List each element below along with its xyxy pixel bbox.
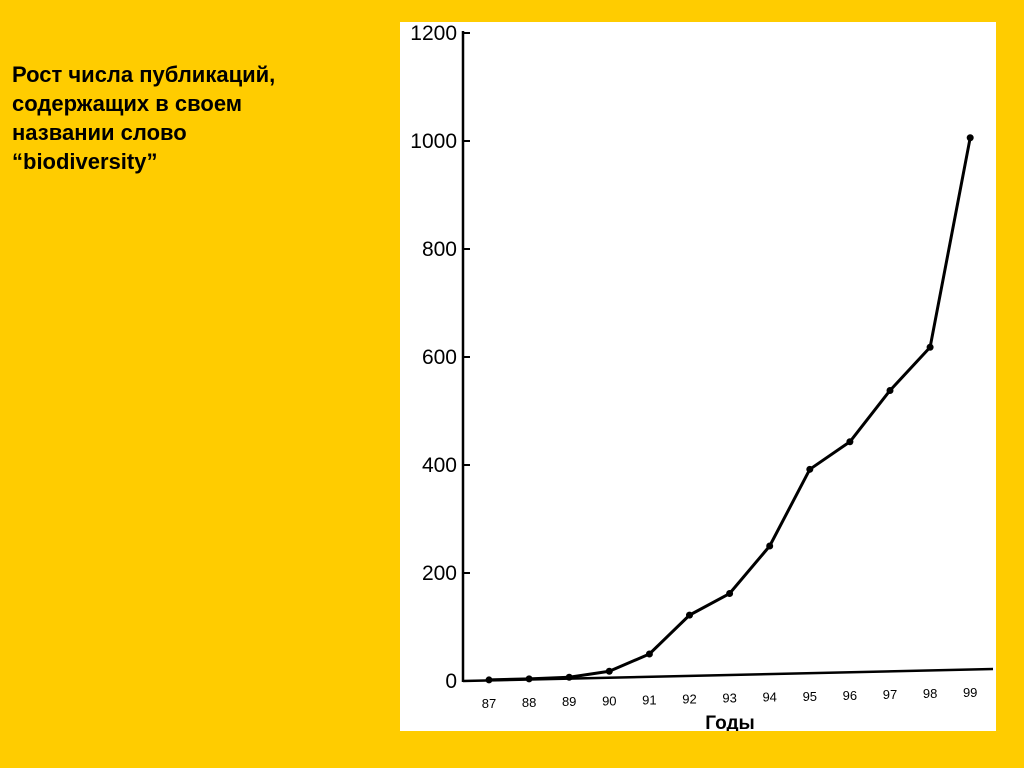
data-point xyxy=(645,650,653,658)
data-point xyxy=(686,611,693,619)
x-tick-label: 97 xyxy=(883,687,897,702)
x-tick-label: 90 xyxy=(602,693,616,708)
x-tick-label: 96 xyxy=(843,688,857,703)
caption-line-1: Рост числа публикаций, xyxy=(12,62,276,87)
x-tick-label: 91 xyxy=(642,692,656,707)
data-point xyxy=(886,386,894,394)
series-line xyxy=(488,137,972,682)
data-point xyxy=(966,134,974,142)
line-chart: 0 200 400 600 800 1000 1200 87 88 89 90 91 92 93 94 95 9… xyxy=(410,22,994,731)
x-tick-label: 92 xyxy=(682,692,696,707)
x-tick-label: 87 xyxy=(482,696,496,711)
x-axis-title: Годы xyxy=(705,713,754,731)
y-tick-label: 0 xyxy=(445,670,457,693)
chart-panel: 0 200 400 600 800 1000 1200 87 88 89 90 91 92 93 94 95 9… xyxy=(400,22,996,731)
y-tick-label: 1000 xyxy=(410,130,457,153)
x-tick-label: 98 xyxy=(923,686,937,701)
data-point xyxy=(565,673,573,681)
slide-caption: Рост числа публикаций, содержащих в свое… xyxy=(12,60,382,176)
x-tick-label: 93 xyxy=(722,691,736,706)
y-tick-label: 200 xyxy=(422,562,457,585)
data-point xyxy=(926,343,934,351)
x-tick-label: 88 xyxy=(522,695,536,710)
x-tick-label: 99 xyxy=(963,685,977,700)
data-point xyxy=(806,465,814,473)
data-point xyxy=(766,542,774,550)
y-tick-label: 800 xyxy=(422,238,457,261)
data-point xyxy=(846,438,854,446)
x-tick-label: 89 xyxy=(562,694,576,709)
data-point xyxy=(525,675,533,683)
y-tick-label: 1200 xyxy=(410,22,457,45)
caption-line-3: названии слово xyxy=(12,120,187,145)
caption-line-4: “biodiversity” xyxy=(12,149,158,174)
y-tick-label: 400 xyxy=(422,454,457,477)
y-tick-label: 600 xyxy=(422,346,457,369)
data-point xyxy=(726,590,734,598)
x-tick-label: 95 xyxy=(803,689,817,704)
x-tick-label: 94 xyxy=(762,690,776,705)
data-point xyxy=(605,667,613,675)
caption-line-2: содержащих в своем xyxy=(12,91,243,116)
data-point xyxy=(485,676,493,684)
